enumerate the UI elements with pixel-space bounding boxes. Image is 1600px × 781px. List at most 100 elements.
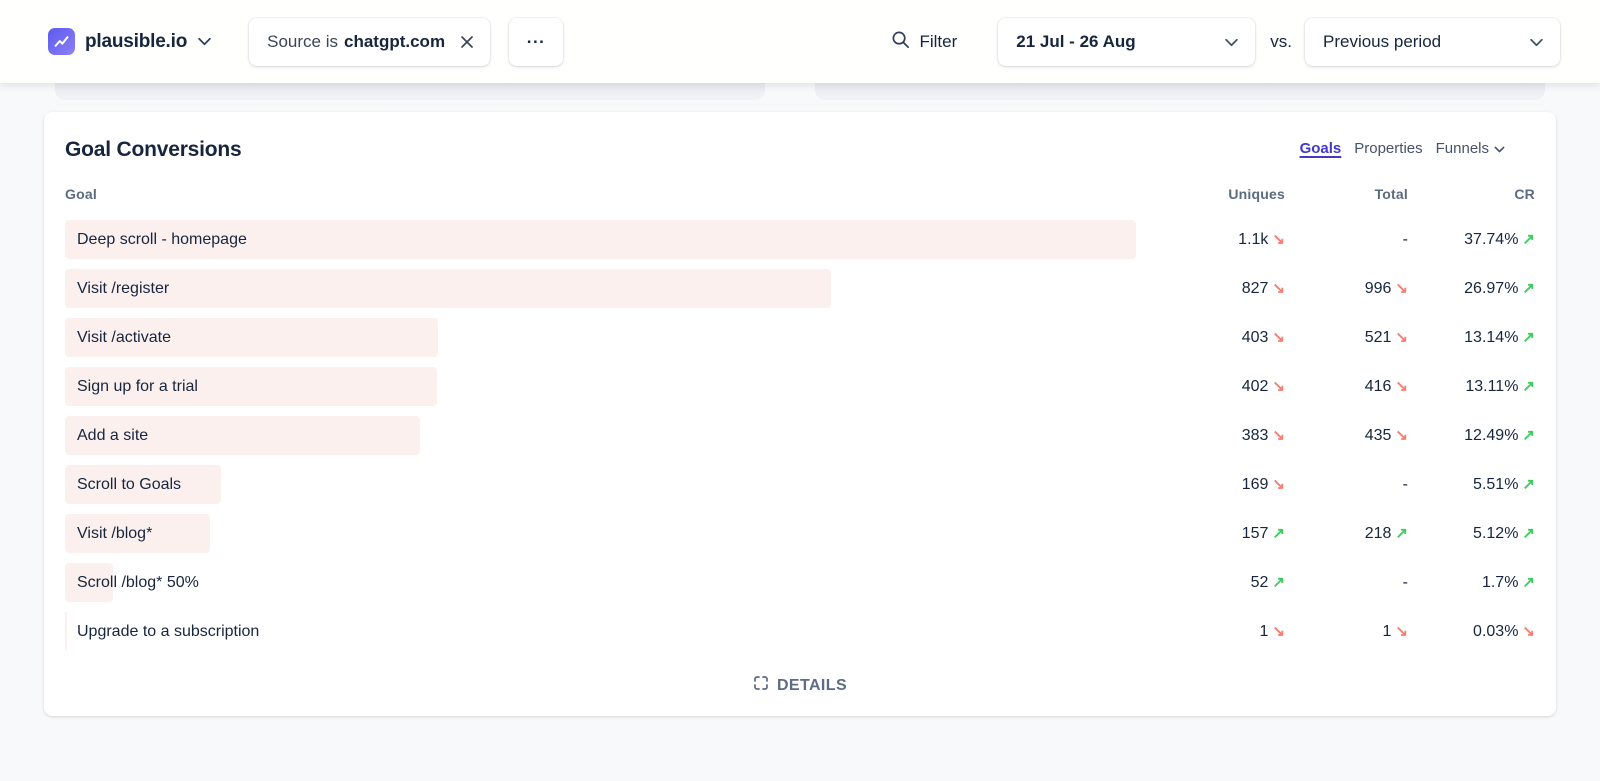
expand-icon bbox=[753, 675, 769, 696]
trend-arrow-icon: ↘ bbox=[1395, 280, 1408, 297]
goal-label: Upgrade to a subscription bbox=[77, 623, 260, 640]
goal-row[interactable]: Scroll to Goals 169 ↘ - 5.51% ↗ bbox=[65, 460, 1535, 509]
trend-arrow-icon: ↘ bbox=[1272, 476, 1285, 493]
goal-bar bbox=[65, 367, 438, 406]
search-icon bbox=[891, 30, 910, 54]
goal-label: Visit /register bbox=[77, 280, 170, 297]
goal-bar-area: Upgrade to a subscription bbox=[65, 612, 1136, 651]
goal-bar bbox=[65, 416, 420, 455]
total-value: - bbox=[1402, 230, 1408, 248]
remove-filter-icon[interactable] bbox=[460, 35, 474, 49]
comparison-value: Previous period bbox=[1323, 31, 1442, 51]
tab-goals[interactable]: Goals bbox=[1299, 140, 1342, 157]
total-value: 996 ↘ bbox=[1364, 280, 1408, 297]
plausible-logo-icon bbox=[48, 28, 75, 55]
trend-arrow-icon: ↗ bbox=[1522, 574, 1535, 591]
cr-value: 1.7% ↗ bbox=[1481, 574, 1535, 591]
goal-label: Scroll /blog* 50% bbox=[77, 574, 199, 591]
card-bottom-right bbox=[815, 83, 1545, 100]
trend-arrow-icon: ↗ bbox=[1522, 378, 1535, 395]
goal-row[interactable]: Scroll /blog* 50% 52 ↗ - 1.7% ↗ bbox=[65, 558, 1535, 607]
goal-bar-area: Sign up for a trial bbox=[65, 367, 1136, 406]
column-header-cr: CR bbox=[1514, 186, 1535, 202]
uniques-value: 157 ↗ bbox=[1241, 525, 1285, 542]
uniques-value: 402 ↘ bbox=[1241, 378, 1285, 395]
uniques-value: 383 ↘ bbox=[1241, 427, 1285, 444]
card-title: Goal Conversions bbox=[65, 138, 242, 161]
table-header-row: Goal Uniques Total CR bbox=[65, 186, 1535, 202]
chevron-down-icon bbox=[1224, 32, 1239, 52]
goal-row[interactable]: Visit /register 827 ↘ 996 ↘ 26.97% ↗ bbox=[65, 264, 1535, 313]
goal-row[interactable]: Visit /activate 403 ↘ 521 ↘ 13.14% ↗ bbox=[65, 313, 1535, 362]
goal-bar bbox=[65, 465, 222, 504]
trend-arrow-icon: ↗ bbox=[1522, 280, 1535, 297]
goal-label: Visit /activate bbox=[77, 329, 171, 346]
details-button[interactable]: DETAILS bbox=[44, 675, 1556, 696]
trend-arrow-icon: ↘ bbox=[1522, 623, 1535, 640]
uniques-value: 52 ↗ bbox=[1250, 574, 1285, 591]
goal-row[interactable]: Sign up for a trial 402 ↘ 416 ↘ 13.11% ↗ bbox=[65, 362, 1535, 411]
goal-label: Visit /blog* bbox=[77, 525, 153, 542]
filter-button[interactable]: Filter bbox=[891, 30, 957, 54]
scrolled-cards-strip bbox=[0, 83, 1600, 112]
cr-value: 12.49% ↗ bbox=[1464, 427, 1535, 444]
goal-bar bbox=[65, 269, 831, 308]
details-label: DETAILS bbox=[776, 676, 848, 694]
total-value: - bbox=[1402, 573, 1408, 591]
trend-arrow-icon: ↘ bbox=[1395, 329, 1408, 346]
column-header-uniques: Uniques bbox=[1228, 186, 1285, 202]
goal-bar-area: Scroll /blog* 50% bbox=[65, 563, 1136, 602]
top-navigation-bar: plausible.io Source is chatgpt.com ... F… bbox=[0, 0, 1600, 83]
comparison-select[interactable]: Previous period bbox=[1305, 17, 1560, 66]
cr-value: 0.03% ↘ bbox=[1473, 623, 1535, 640]
goal-bar-area: Visit /activate bbox=[65, 318, 1136, 357]
tab-properties[interactable]: Properties bbox=[1354, 140, 1423, 157]
site-switcher[interactable]: plausible.io bbox=[48, 28, 212, 55]
cr-value: 37.74% ↗ bbox=[1464, 231, 1535, 248]
filter-chip-source[interactable]: Source is chatgpt.com bbox=[249, 17, 491, 66]
goal-row[interactable]: Deep scroll - homepage 1.1k ↘ - 37.74% ↗ bbox=[65, 215, 1535, 264]
total-value: - bbox=[1402, 475, 1408, 493]
goal-row[interactable]: Upgrade to a subscription 1 ↘ 1 ↘ 0.03% ↘ bbox=[65, 607, 1535, 656]
goal-bar-area: Deep scroll - homepage bbox=[65, 220, 1136, 259]
total-value: 1 ↘ bbox=[1382, 623, 1408, 640]
cr-value: 13.14% ↗ bbox=[1464, 329, 1535, 346]
trend-arrow-icon: ↘ bbox=[1272, 623, 1285, 640]
goal-bar bbox=[65, 612, 67, 651]
goal-bar bbox=[65, 514, 211, 553]
goal-bar bbox=[65, 563, 114, 602]
trend-arrow-icon: ↘ bbox=[1272, 378, 1285, 395]
tab-funnels-label: Funnels bbox=[1435, 140, 1489, 157]
date-range-value: 21 Jul - 26 Aug bbox=[1016, 31, 1136, 51]
trend-arrow-icon: ↗ bbox=[1395, 525, 1408, 542]
uniques-value: 827 ↘ bbox=[1241, 280, 1285, 297]
trend-arrow-icon: ↗ bbox=[1522, 525, 1535, 542]
filter-chip-prefix: Source is bbox=[267, 31, 338, 51]
topbar-right-group: Filter 21 Jul - 26 Aug vs. Previous peri… bbox=[891, 17, 1560, 66]
cr-value: 26.97% ↗ bbox=[1464, 280, 1535, 297]
date-range-select[interactable]: 21 Jul - 26 Aug bbox=[998, 17, 1256, 66]
goals-table-body: Deep scroll - homepage 1.1k ↘ - 37.74% ↗ V… bbox=[65, 215, 1535, 656]
tab-funnels[interactable]: Funnels bbox=[1436, 140, 1505, 157]
trend-arrow-icon: ↘ bbox=[1272, 231, 1285, 248]
trend-arrow-icon: ↘ bbox=[1272, 329, 1285, 346]
filter-button-label: Filter bbox=[919, 31, 958, 51]
goal-bar-area: Visit /blog* bbox=[65, 514, 1136, 553]
goal-bar bbox=[65, 318, 439, 357]
trend-arrow-icon: ↗ bbox=[1522, 427, 1535, 444]
trend-arrow-icon: ↘ bbox=[1272, 280, 1285, 297]
column-header-goal: Goal bbox=[65, 186, 97, 202]
cr-value: 5.51% ↗ bbox=[1473, 476, 1535, 493]
goal-row[interactable]: Visit /blog* 157 ↗ 218 ↗ 5.12% ↗ bbox=[65, 509, 1535, 558]
trend-arrow-icon: ↗ bbox=[1272, 525, 1285, 542]
more-filters-button[interactable]: ... bbox=[509, 17, 564, 66]
goal-label: Scroll to Goals bbox=[77, 476, 182, 493]
total-value: 435 ↘ bbox=[1364, 427, 1408, 444]
goal-label: Deep scroll - homepage bbox=[77, 231, 247, 248]
chevron-down-icon bbox=[1529, 32, 1544, 52]
chevron-down-icon bbox=[197, 37, 212, 46]
uniques-value: 403 ↘ bbox=[1241, 329, 1285, 346]
goal-label: Add a site bbox=[77, 427, 149, 444]
total-value: 416 ↘ bbox=[1364, 378, 1408, 395]
goal-row[interactable]: Add a site 383 ↘ 435 ↘ 12.49% ↗ bbox=[65, 411, 1535, 460]
